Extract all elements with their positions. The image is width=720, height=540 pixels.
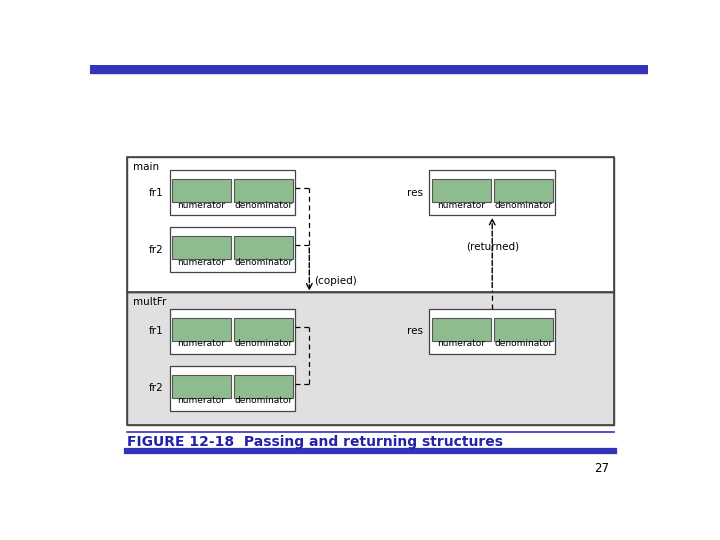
Text: fr1: fr1 (149, 326, 163, 336)
Bar (234, 318, 293, 341)
Text: denominator: denominator (235, 258, 292, 267)
Bar (170, 366, 295, 410)
Bar (170, 170, 295, 215)
Bar (127, 292, 614, 425)
Text: main: main (133, 162, 160, 172)
Bar (234, 236, 293, 259)
Bar (494, 318, 553, 341)
Text: fr2: fr2 (149, 383, 163, 393)
Bar (172, 375, 231, 398)
Bar (429, 309, 555, 354)
Text: multFr: multFr (133, 296, 167, 307)
Bar (90, 65, 648, 72)
Text: denominator: denominator (494, 339, 552, 348)
Text: (returned): (returned) (466, 241, 519, 252)
Text: numerator: numerator (178, 258, 225, 267)
Text: 27: 27 (594, 462, 609, 475)
Text: numerator: numerator (178, 396, 225, 405)
Text: denominator: denominator (494, 200, 552, 210)
Bar (170, 227, 295, 272)
Text: res: res (408, 187, 423, 198)
Text: fr2: fr2 (149, 245, 163, 254)
Bar (234, 179, 293, 202)
Bar (172, 179, 231, 202)
Bar (170, 309, 295, 354)
Text: numerator: numerator (178, 200, 225, 210)
Text: numerator: numerator (437, 339, 485, 348)
Bar (494, 179, 553, 202)
Text: res: res (408, 326, 423, 336)
Text: FIGURE 12-18  Passing and returning structures: FIGURE 12-18 Passing and returning struc… (127, 435, 503, 449)
Bar (432, 318, 490, 341)
Text: numerator: numerator (178, 339, 225, 348)
Bar (432, 179, 490, 202)
Text: (copied): (copied) (314, 276, 356, 286)
Text: denominator: denominator (235, 339, 292, 348)
Bar (234, 375, 293, 398)
Text: fr1: fr1 (149, 187, 163, 198)
Bar (429, 170, 555, 215)
Bar (172, 318, 231, 341)
Text: denominator: denominator (235, 200, 292, 210)
Bar (127, 157, 614, 425)
Bar (127, 157, 614, 292)
Text: denominator: denominator (235, 396, 292, 405)
Bar (172, 236, 231, 259)
Text: numerator: numerator (437, 200, 485, 210)
